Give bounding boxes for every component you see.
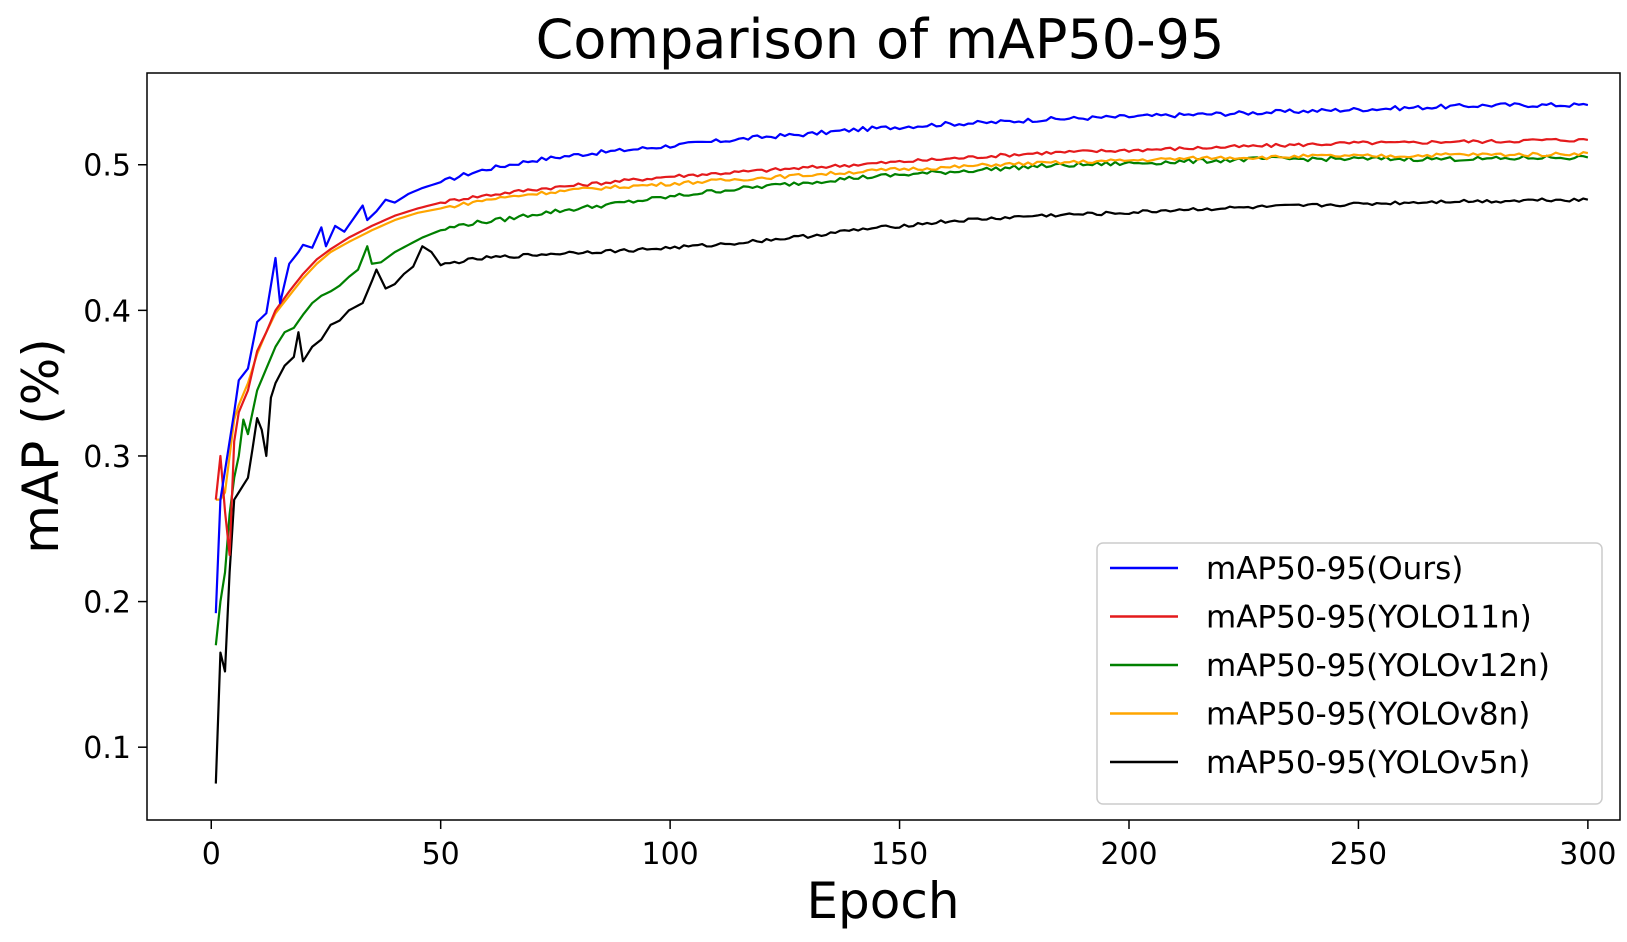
series-line-4: [215, 151, 1589, 501]
series-line-2: [214, 137, 1589, 557]
legend-box: [1096, 542, 1603, 805]
chart-title: Comparison of mAP50-95: [536, 8, 1225, 71]
legend-label: mAP50-95(Ours): [1206, 551, 1463, 587]
legend-label: mAP50-95(YOLOv5n): [1206, 745, 1530, 781]
legend-label: mAP50-95(YOLO11n): [1206, 600, 1532, 636]
x-axis: 0 50 100 150 200 250 300: [202, 820, 1617, 872]
y-tick-label: 0.5: [83, 149, 131, 184]
legend-label: mAP50-95(YOLOv12n): [1206, 648, 1550, 684]
x-tick-label: 300: [1559, 837, 1616, 872]
series-line-3: [214, 154, 1589, 646]
legend-label: mAP50-95(YOLOv8n): [1206, 697, 1530, 733]
x-axis-label: Epoch: [806, 872, 959, 930]
y-axis-label: mAP (%): [12, 338, 70, 553]
series-layer: [214, 102, 1589, 784]
x-tick-label: 0: [202, 837, 221, 872]
x-tick-label: 250: [1330, 837, 1387, 872]
plot-frame: [146, 72, 1621, 821]
y-axis: 0.1 0.2 0.3 0.4 0.5: [83, 149, 147, 766]
x-tick-label: 200: [1100, 837, 1157, 872]
y-tick-label: 0.4: [83, 294, 131, 329]
legend: mAP50-95(Ours) mAP50-95(YOLO11n) mAP50-95(…: [1096, 542, 1603, 805]
series-line-1: [214, 102, 1589, 614]
y-tick-label: 0.1: [83, 731, 131, 766]
x-tick-label: 100: [641, 837, 698, 872]
x-tick-label: 50: [422, 837, 460, 872]
y-tick-label: 0.2: [83, 586, 131, 621]
series-line-5: [214, 197, 1589, 784]
y-tick-label: 0.3: [83, 440, 131, 475]
x-tick-label: 150: [871, 837, 928, 872]
